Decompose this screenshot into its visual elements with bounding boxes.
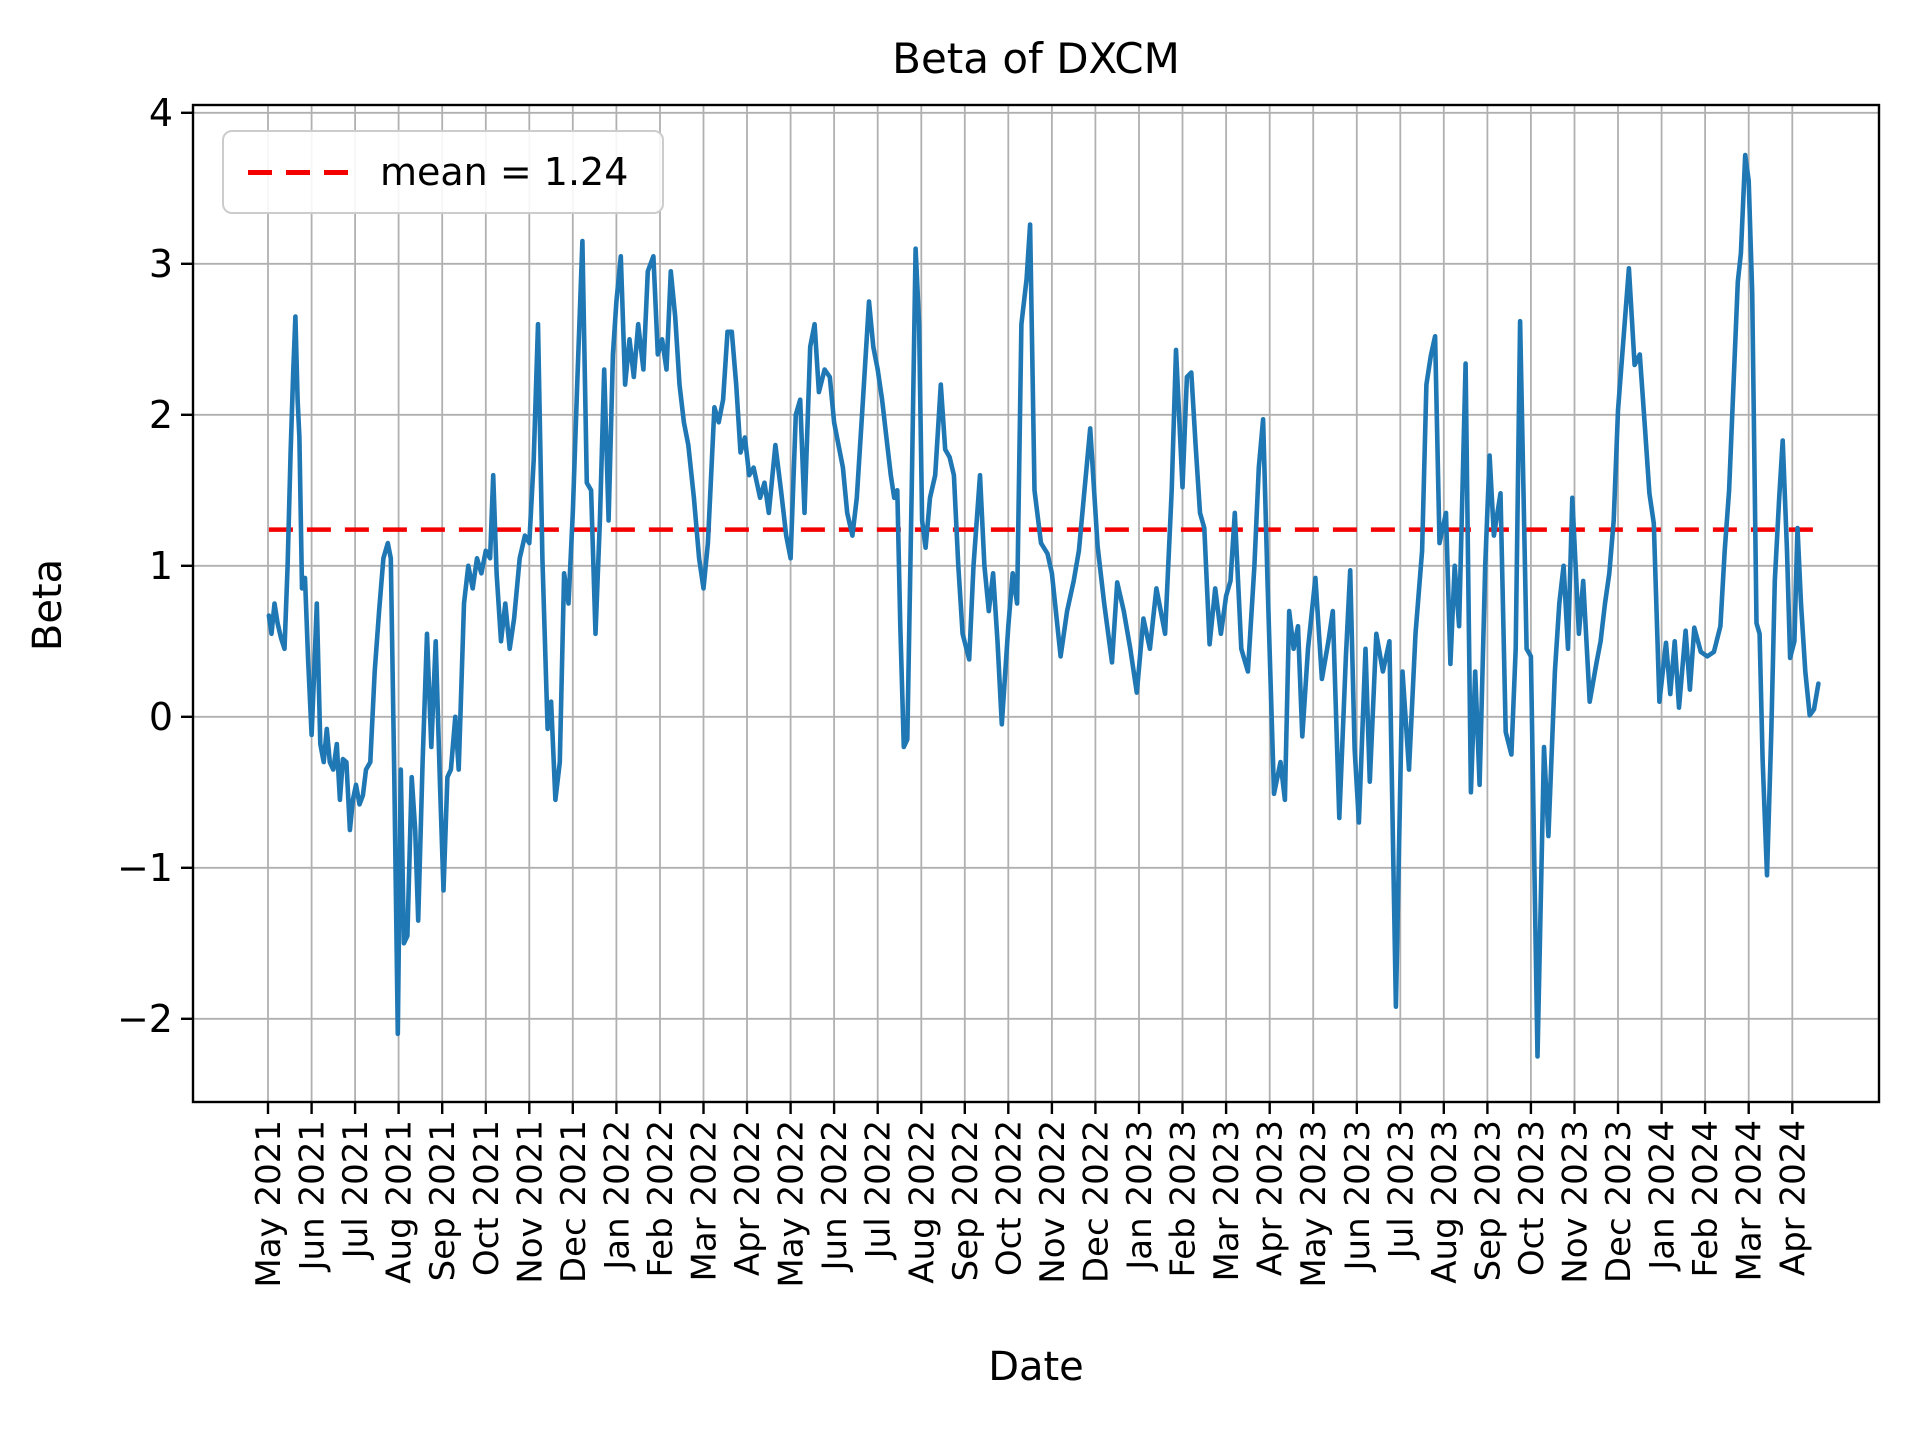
x-tick-label: Jul 2022: [859, 1120, 899, 1260]
x-tick-label: Feb 2023: [1164, 1120, 1204, 1278]
x-tick-label: Jul 2021: [336, 1120, 376, 1260]
x-tick-label: Apr 2024: [1773, 1120, 1813, 1276]
x-tick-label: Jun 2023: [1338, 1120, 1378, 1272]
y-tick-label: 2: [149, 393, 173, 437]
x-tick-label: Sep 2023: [1468, 1120, 1508, 1281]
x-axis-label: Date: [988, 1344, 1084, 1390]
y-tick-label: 4: [149, 91, 173, 135]
y-tick-label: 0: [149, 695, 173, 739]
x-tick-label: May 2021: [249, 1120, 289, 1288]
x-tick-label: Mar 2022: [685, 1120, 725, 1281]
x-tick-label: May 2022: [772, 1120, 812, 1288]
x-tick-label: Oct 2021: [467, 1120, 507, 1276]
x-tick-label: Nov 2021: [510, 1120, 550, 1284]
x-tick-label: Jun 2022: [815, 1120, 855, 1272]
legend: mean = 1.24: [222, 130, 665, 214]
x-tick-label: Feb 2022: [641, 1120, 681, 1278]
y-tick-label: −2: [117, 997, 173, 1041]
x-tick-label: Jan 2023: [1120, 1120, 1160, 1272]
x-tick-label: Dec 2022: [1076, 1120, 1116, 1283]
x-tick-label: Nov 2022: [1033, 1120, 1073, 1284]
x-tick-label: Sep 2021: [423, 1120, 463, 1281]
x-tick-label: Aug 2021: [380, 1120, 420, 1284]
x-tick-label: Jun 2021: [293, 1120, 333, 1272]
x-tick-label: Aug 2022: [902, 1120, 942, 1284]
x-tick-label: Oct 2022: [989, 1120, 1029, 1276]
x-tick-label: Jan 2024: [1643, 1120, 1683, 1272]
x-tick-label: Apr 2023: [1251, 1120, 1291, 1276]
x-tick-label: Aug 2023: [1425, 1120, 1465, 1284]
y-tick-label: 1: [149, 544, 173, 588]
x-tick-label: Dec 2021: [554, 1120, 594, 1283]
x-tick-label: Jan 2022: [597, 1120, 637, 1272]
x-tick-label: Feb 2024: [1686, 1120, 1726, 1278]
chart-title: Beta of DXCM: [892, 34, 1180, 83]
y-tick-label: 3: [149, 242, 173, 286]
legend-label: mean = 1.24: [380, 150, 629, 194]
axis-spine: [191, 103, 1881, 1104]
x-tick-label: Jul 2023: [1381, 1120, 1421, 1260]
mean-line-legend-swatch: [248, 169, 352, 175]
y-tick-label: −1: [117, 846, 173, 890]
x-tick-label: Oct 2023: [1512, 1120, 1552, 1276]
x-tick-label: Mar 2024: [1730, 1120, 1770, 1281]
y-axis-label: Beta: [25, 558, 71, 652]
x-tick-label: Dec 2023: [1599, 1120, 1639, 1283]
x-tick-label: Sep 2022: [946, 1120, 986, 1281]
x-tick-label: Mar 2023: [1207, 1120, 1247, 1281]
x-tick-label: Nov 2023: [1556, 1120, 1596, 1284]
beta-line: [266, 152, 1821, 1059]
x-tick-label: May 2023: [1294, 1120, 1334, 1288]
x-tick-label: Apr 2022: [728, 1120, 768, 1276]
